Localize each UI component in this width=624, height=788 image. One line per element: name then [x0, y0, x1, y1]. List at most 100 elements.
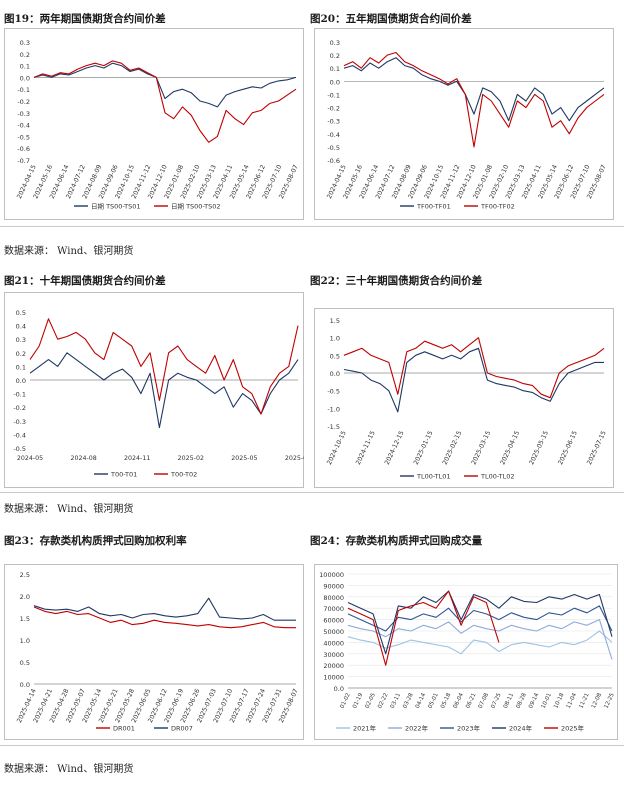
y-tick-label: 0.1: [16, 363, 26, 371]
figure-title: 图23：存款类机构质押式回购加权利率: [4, 535, 187, 547]
y-tick-label: 0.0: [16, 377, 26, 385]
y-tick-label: 0.5: [16, 309, 26, 317]
legend-label: 2023年: [457, 724, 481, 733]
data-source-note: 数据来源： Wind、银河期货: [4, 764, 134, 775]
x-tick-label: 07-25: [490, 692, 502, 710]
series-line: [347, 590, 500, 666]
y-tick-label: 1.5: [20, 615, 30, 623]
chart-frame: [4, 28, 304, 220]
x-tick-label: 01-02: [340, 692, 352, 709]
series-line: [29, 352, 299, 429]
series-line: [343, 51, 605, 148]
x-tick-label: 03-11: [390, 692, 402, 710]
x-tick-label: 2025-01-15: [413, 430, 435, 466]
x-tick-label: 01-19: [352, 692, 364, 710]
x-tick-label: 2024-08: [70, 455, 96, 462]
x-tick-label: 05-01: [428, 692, 440, 710]
x-tick-label: 04-14: [415, 692, 427, 710]
y-tick-label: 20000: [323, 662, 344, 670]
divider: [0, 745, 624, 746]
data-source-note: 数据来源： Wind、银河期货: [4, 246, 134, 257]
series-line: [343, 347, 604, 413]
chart-panel-volume: 100000 90000 80000 70000 60000 50000 40000 3000…: [314, 564, 618, 740]
series-line: [33, 60, 297, 143]
figure-title: 图24：存款类机构质押式回购成交量: [310, 535, 483, 547]
y-tick-label: -0.7: [17, 157, 30, 165]
legend-label: DR001: [113, 725, 135, 733]
y-tick-label: -0.6: [17, 145, 30, 153]
series-line: [347, 630, 613, 655]
legend-label: 2022年: [405, 724, 429, 733]
x-tick-label: 05-18: [440, 692, 452, 710]
y-tick-label: -0.6: [327, 157, 340, 165]
x-tick-label: 2025-08: [285, 455, 304, 462]
y-tick-label: 0.0: [334, 685, 344, 693]
figure-title: 图22：三十年期国债期货合约间价差: [310, 275, 483, 287]
chart-tf-spread: 0.30.20.10.0-0.1-0.2-0.3-0.4-0.5-0.62024…: [314, 28, 614, 220]
y-tick-label: -0.4: [327, 131, 340, 139]
y-tick-label: 0.1: [20, 63, 30, 71]
series-line: [347, 619, 613, 660]
figure-title: 图21：十年期国债期货合约间价差: [4, 275, 166, 287]
x-tick-label: 09-14: [528, 692, 540, 710]
legend-label: 2025年: [561, 724, 585, 733]
x-tick-label: 12-25: [604, 692, 616, 710]
legend-label: 日期 TS00-TS01: [91, 203, 141, 211]
x-tick-label: 2024-11-15: [355, 430, 377, 466]
x-tick-label: 2025-04-15: [499, 430, 521, 466]
y-tick-label: -0.1: [13, 391, 26, 399]
y-tick-label: 0.1: [330, 65, 340, 73]
series-line: [347, 590, 613, 655]
y-tick-label: -0.5: [327, 388, 340, 396]
chart-frame: [314, 308, 614, 488]
y-tick-label: -0.3: [327, 118, 340, 126]
y-tick-label: -0.3: [17, 110, 30, 118]
x-tick-label: 11-04: [566, 692, 578, 710]
y-tick-label: -0.2: [327, 105, 340, 113]
x-tick-label: 11-21: [578, 692, 590, 710]
y-tick-label: 1.0: [330, 335, 340, 343]
y-tick-label: -0.4: [13, 431, 26, 439]
y-tick-label: 10000: [323, 674, 344, 682]
x-tick-label: 2024-11: [124, 455, 150, 462]
y-tick-label: 40000: [323, 639, 344, 647]
y-tick-label: -0.5: [17, 133, 30, 141]
chart-panel-dr: 2.5 2.0 1.5 1.0 0.5 0.0 2025-04-14 2025-04-21 20…: [4, 564, 304, 740]
chart-frame: [4, 564, 304, 740]
legend-label: T00-T01: [110, 471, 137, 479]
y-tick-label: -0.5: [13, 445, 26, 453]
series-line: [343, 57, 605, 122]
series-line: [33, 62, 297, 108]
figure-title: 图19：两年期国债期货合约间价差: [4, 13, 166, 25]
x-tick-label: 2025-07-15: [586, 430, 608, 466]
y-tick-label: 2.0: [20, 593, 30, 601]
y-tick-label: 0.0: [330, 370, 340, 378]
series-line: [29, 318, 299, 415]
chart-panel-tf: 0.3 0.2 0.1 0.0 -0.1 -0.2 -0.3 -0.4 -0.5 -0.6 2024…: [314, 28, 614, 220]
legend-label: TL00-TL02: [480, 473, 514, 481]
y-tick-label: -0.2: [13, 404, 26, 412]
legend-label: 2021年: [353, 724, 377, 733]
x-tick-label: 12-08: [591, 692, 603, 710]
x-tick-label: 10-18: [553, 692, 565, 710]
legend-label: 日期 TS00-TS02: [171, 203, 221, 211]
y-tick-label: 90000: [323, 582, 344, 590]
chart-frame: [4, 292, 304, 488]
y-tick-label: 80000: [323, 594, 344, 602]
series-line: [33, 606, 296, 629]
y-tick-label: 2.5: [20, 571, 30, 579]
chart-ts-spread: 0.3 0.2 0.1 0.0 -0.1 -0.2 -0.3 -0.4 -0.5 -0.6 -0.7…: [4, 28, 304, 220]
y-tick-label: -0.1: [17, 86, 30, 94]
y-tick-label: 0.3: [20, 39, 30, 47]
divider: [0, 226, 624, 227]
y-tick-label: 0.2: [16, 350, 26, 358]
legend-label: DR007: [171, 725, 193, 733]
x-tick-label: 10-01: [541, 692, 553, 710]
x-tick-label: 2025-02-15: [442, 430, 464, 466]
y-tick-label: -0.4: [17, 122, 30, 130]
chart-panel-tl: 1.5 1.0 0.5 0.0 -0.5 -1.0 -1.5 2024-10-15 2024-1…: [314, 308, 614, 488]
chart-frame: [314, 28, 614, 220]
x-tick-label: 02-22: [377, 692, 389, 709]
y-tick-label: 1.0: [20, 637, 30, 645]
